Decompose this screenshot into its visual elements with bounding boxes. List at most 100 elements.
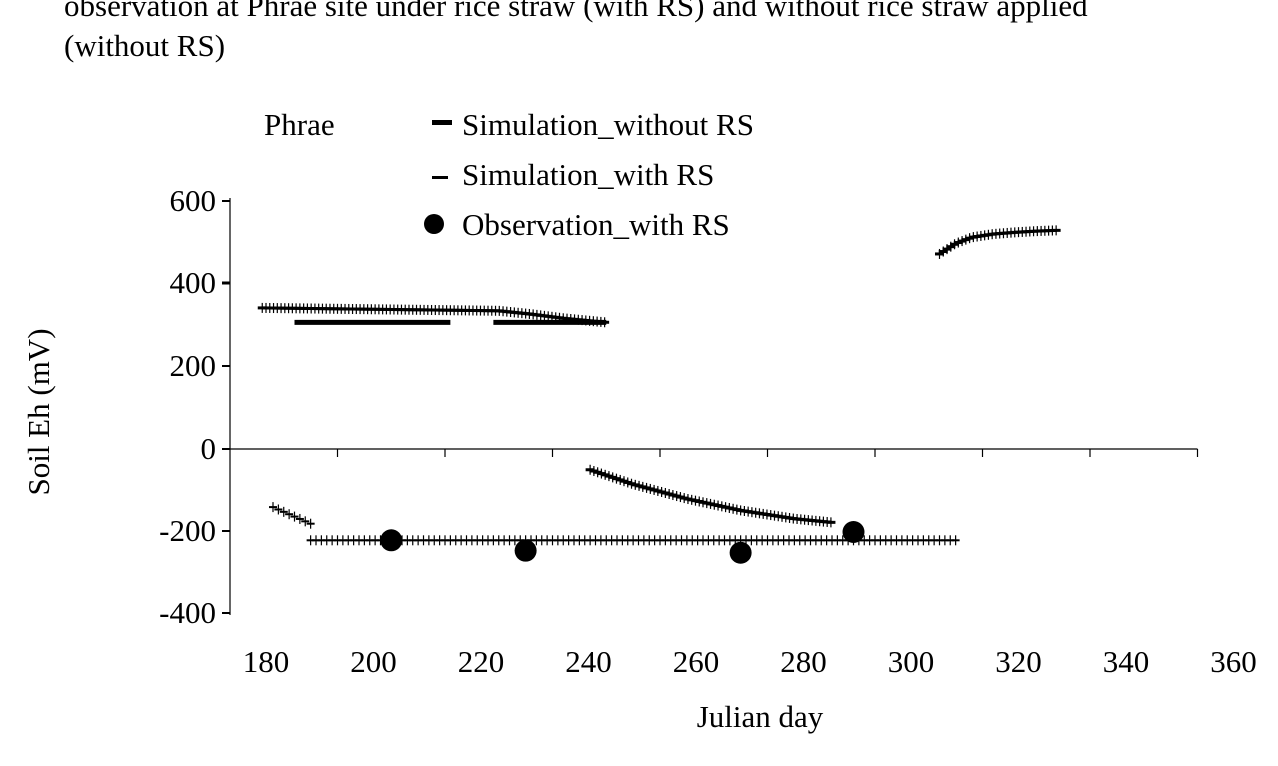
sim-without-rs-mark-tick: [422, 535, 425, 546]
legend-label-observation: Observation_with RS: [462, 207, 730, 242]
sim-without-rs-mark-tick: [503, 535, 505, 546]
legend: Simulation_without RS Simulation_with RS…: [424, 107, 754, 242]
sim-without-rs-mark-tick: [589, 535, 591, 546]
y-tick-label: 400: [170, 265, 217, 300]
sim-without-rs-mark-tick: [734, 535, 736, 546]
sim-without-rs-mark-tick: [358, 535, 360, 546]
sim-without-rs-mark-tick: [320, 535, 322, 546]
sim-without-rs-mark-tick: [293, 511, 296, 522]
sim-without-rs-mark-tick: [750, 535, 752, 546]
sim-without-rs-mark-tick: [498, 535, 500, 546]
x-tick-label: 320: [995, 644, 1042, 679]
sim-without-rs-mark-tick: [449, 535, 451, 546]
y-tick-label: -200: [159, 513, 216, 548]
sim-without-rs-mark-tick: [460, 535, 462, 546]
sim-without-rs-mark-tick: [756, 535, 758, 546]
sim-without-rs-mark-tick: [482, 535, 484, 546]
sim-without-rs-mark-tick: [654, 535, 656, 546]
figure-caption: observation at Phrae site under rice str…: [64, 0, 1278, 66]
sim-with-rs-mark-tick: [604, 317, 606, 328]
y-tick-label: -400: [159, 595, 216, 630]
sim-without-rs-mark-tick: [729, 535, 731, 546]
sim-with-rs-mark-tick: [946, 244, 948, 255]
sim-without-rs-mark-tick: [326, 535, 328, 546]
sim-without-rs-mark-tick: [869, 535, 871, 546]
sim-without-rs-mark-tick: [809, 535, 812, 546]
axes: 600 400 200 0 -200 -400 180 200 220 240 260 280 300 3…: [159, 183, 1257, 679]
sim-without-rs-mark-tick: [304, 516, 306, 527]
sim-without-rs-mark-tick: [740, 535, 742, 546]
sim-without-rs-mark-tick: [820, 535, 822, 546]
sim-without-rs-mark-tick: [917, 535, 919, 546]
sim-without-rs-mark-tick: [578, 535, 580, 546]
sim-without-rs-mark-tick: [901, 535, 903, 546]
sim-without-rs-mark-tick: [697, 535, 699, 546]
legend-marker-without-rs: [432, 120, 452, 125]
sim-without-rs-mark-tick: [369, 535, 371, 546]
sim-without-rs-mark-tick: [433, 535, 435, 546]
caption-line-2: (without RS): [64, 28, 226, 63]
legend-label-with-rs: Simulation_with RS: [462, 157, 714, 192]
sim-without-rs-mark-tick: [955, 535, 957, 546]
sim-without-rs-mark-tick: [288, 509, 290, 520]
sim-without-rs-mark-tick: [530, 535, 532, 546]
x-tick-label: 200: [350, 644, 397, 679]
sim-without-rs-mark-tick: [890, 535, 892, 546]
sim-without-rs-mark-tick: [670, 535, 672, 546]
legend-marker-with-rs: [432, 176, 448, 179]
sim-without-rs-mark-tick: [815, 535, 817, 546]
sim-without-rs-mark-tick: [879, 535, 881, 546]
sim-without-rs-mark-tick: [718, 535, 720, 546]
sim-without-rs-mark-tick: [277, 504, 279, 515]
sim-without-rs-mark-tick: [691, 535, 693, 546]
sim-without-rs-mark-tick: [648, 535, 650, 546]
legend-label-without-rs: Simulation_without RS: [462, 107, 754, 142]
sim-without-rs-mark-tick: [686, 535, 688, 546]
sim-without-rs-mark-tick: [928, 535, 930, 546]
y-axis-title: Soil Eh (mV): [21, 328, 56, 495]
sim-without-rs-mark-tick: [406, 535, 408, 546]
sim-without-rs-mark-tick: [723, 535, 726, 546]
sim-without-rs-mark-tick: [713, 535, 715, 546]
sim-without-rs-mark-tick: [514, 535, 516, 546]
sim-without-rs-mark-tick: [783, 535, 785, 546]
sim-without-rs-mark-tick: [439, 535, 441, 546]
sim-without-rs-mark-tick: [428, 535, 430, 546]
sim-without-rs-mark-tick: [938, 535, 941, 546]
sim-without-rs-mark-tick: [804, 535, 806, 546]
sim-without-rs-mark-tick: [272, 502, 274, 513]
sim-without-rs-mark-tick: [659, 535, 661, 546]
sim-without-rs-mark-tick: [772, 535, 774, 546]
sim-without-rs-mark-tick: [551, 535, 554, 546]
sim-without-rs-mark-tick: [605, 535, 607, 546]
sim-without-rs-mark-tick: [331, 535, 333, 546]
sim-without-rs-mark-tick: [584, 535, 586, 546]
sim-without-rs-mark-tick: [895, 535, 898, 546]
sim-without-rs-mark-tick: [444, 535, 446, 546]
sim-without-rs-mark-tick: [471, 535, 473, 546]
x-tick-label: 180: [243, 644, 290, 679]
sim-without-rs-mark-tick: [546, 535, 548, 546]
observation-point: [729, 541, 752, 564]
sim-without-rs-mark-tick: [347, 535, 349, 546]
sim-without-rs-mark-tick: [616, 535, 618, 546]
sim-without-rs-mark-tick: [702, 535, 704, 546]
sim-without-rs-mark-tick: [912, 535, 914, 546]
sim-without-rs-mark-tick: [363, 535, 365, 546]
sim-without-rs-mark-tick: [310, 518, 312, 529]
sim-without-rs-mark-tick: [632, 535, 634, 546]
sim-without-rs-mark-tick: [826, 535, 828, 546]
sim-without-rs-mark-tick: [664, 535, 666, 546]
sim-without-rs-mark-tick: [310, 535, 312, 546]
sim-without-rs-mark-tick: [476, 535, 478, 546]
x-axis-title: Julian day: [697, 699, 824, 734]
sim-without-rs-mark-tick: [519, 535, 521, 546]
x-tick-label: 220: [458, 644, 505, 679]
sim-without-rs-mark-tick: [611, 535, 613, 546]
x-tick-label: 240: [565, 644, 612, 679]
sim-without-rs-mark-tick: [492, 535, 494, 546]
sim-without-rs-mark-tick: [842, 535, 844, 546]
sim-without-rs-mark-tick: [541, 535, 543, 546]
sim-with-rs-mark-tick: [942, 246, 944, 257]
